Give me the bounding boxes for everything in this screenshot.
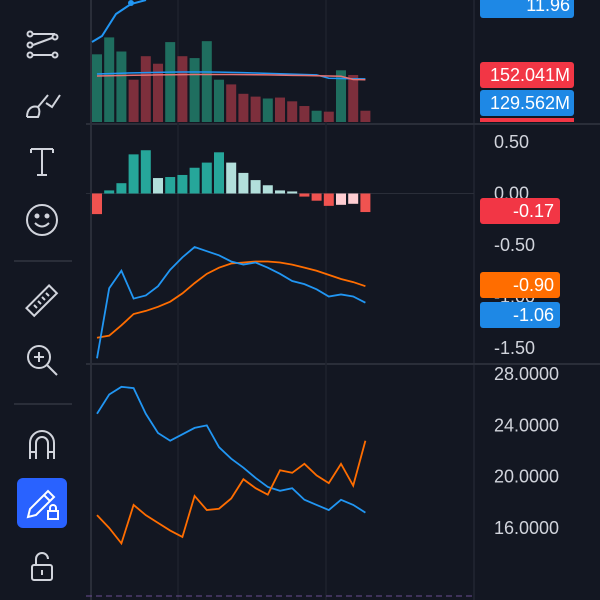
volume-bar — [348, 75, 359, 122]
ruler-icon — [25, 284, 59, 318]
toolbar-divider — [14, 260, 72, 262]
volume-bar — [189, 58, 200, 122]
histogram-bar — [140, 150, 151, 194]
magnet-icon — [29, 430, 55, 459]
price-line — [91, 0, 147, 43]
histogram-bar — [299, 193, 310, 197]
histogram-bar — [238, 172, 249, 194]
oscillator-axis-tick: 20.0000 — [494, 467, 559, 487]
histogram-value-tag-label: -0.17 — [513, 201, 554, 221]
volume-bar — [250, 96, 261, 122]
histogram-bar — [250, 180, 261, 194]
volume-bar — [311, 110, 322, 122]
volume-tag-edge — [480, 118, 574, 122]
volume-bar — [287, 101, 298, 122]
histogram-bar — [275, 190, 285, 194]
text-icon — [30, 148, 54, 176]
histogram-bar — [165, 177, 176, 194]
histogram-bar — [323, 193, 334, 206]
histogram-bar — [348, 193, 359, 204]
signal-line — [96, 260, 366, 339]
drawing-toolbar — [0, 0, 86, 600]
volume-bar — [238, 93, 249, 122]
volume-bar — [153, 63, 163, 122]
volume-tag-blue-label: 129.562M — [490, 93, 570, 113]
pencil-lock-icon — [26, 489, 59, 520]
price-tag — [480, 0, 574, 18]
volume-tag-red — [480, 62, 574, 88]
volume-bar — [116, 51, 127, 122]
volume-bar — [275, 97, 285, 122]
volume-bar — [360, 110, 371, 122]
histogram-bar — [189, 167, 200, 194]
histogram-bar — [177, 174, 188, 194]
macd-value-tag-label: -1.06 — [513, 305, 554, 325]
volume-bar — [262, 98, 273, 122]
signal-value-tag-label: -0.90 — [513, 275, 554, 295]
volume-bar — [165, 42, 176, 122]
lock-drawings-tool[interactable] — [17, 478, 67, 528]
histogram-bar — [104, 190, 115, 194]
price-marker — [128, 0, 134, 6]
histogram-value-tag — [480, 198, 560, 224]
lock-all-tool[interactable] — [17, 540, 67, 590]
magnet-tool[interactable] — [17, 418, 67, 468]
oscillator-axis-tick: 16.0000 — [494, 518, 559, 538]
volume-bar — [214, 79, 224, 122]
volume-bar — [177, 56, 188, 123]
histogram-bar — [287, 191, 298, 194]
oscillator-axis-tick: 28.0000 — [494, 364, 559, 384]
macd-line — [96, 246, 366, 359]
volume-tag-blue — [480, 90, 574, 116]
measure-tool[interactable] — [17, 276, 67, 326]
trend-lines-tool[interactable] — [17, 20, 67, 70]
histogram-bar — [311, 193, 322, 201]
macd-axis-tick: 0.50 — [494, 132, 529, 152]
histogram-bar — [153, 178, 163, 194]
text-tool[interactable] — [17, 136, 67, 186]
histogram-bar — [226, 162, 237, 194]
volume-bar — [336, 70, 346, 122]
histogram-bar — [336, 193, 346, 205]
volume-bar — [104, 37, 115, 122]
histogram-bar — [201, 162, 212, 194]
oscillator-blue-line — [96, 385, 366, 514]
volume-bar — [201, 41, 212, 122]
volume-bar — [128, 79, 139, 122]
volume-bar — [323, 111, 334, 122]
histogram-bar — [128, 154, 139, 194]
histogram-bar — [92, 193, 102, 215]
histogram-bar — [360, 193, 371, 213]
signal-value-tag — [480, 272, 560, 298]
volume-bar — [140, 56, 151, 123]
volume-tag-red-label: 152.041M — [490, 65, 570, 85]
histogram-bar — [214, 152, 224, 194]
zoom-in-icon — [27, 345, 58, 376]
volume-bar — [226, 84, 237, 122]
macd-axis-tick: -0.50 — [494, 235, 535, 255]
macd-value-tag — [480, 302, 560, 328]
macd-axis-tick: -1.50 — [494, 338, 535, 358]
unlock-icon — [31, 552, 53, 581]
brush-icon — [26, 94, 61, 118]
histogram-bar — [116, 183, 127, 194]
brush-tool[interactable] — [17, 78, 67, 128]
volume-ma-line — [96, 73, 366, 81]
toolbar-divider — [14, 403, 72, 405]
oscillator-orange-line — [96, 440, 367, 546]
price-tag-label: 11.96 — [526, 0, 570, 15]
trend-lines-icon — [26, 30, 59, 59]
zoom-tool[interactable] — [17, 335, 67, 385]
oscillator-axis-tick: 24.0000 — [494, 415, 559, 435]
chart-area[interactable]: 11.96152.041M129.562M0.500.00-0.50-1.00-… — [86, 0, 600, 600]
emoji-tool[interactable] — [17, 195, 67, 245]
histogram-bar — [262, 185, 273, 194]
smiley-icon — [26, 204, 58, 236]
volume-bar — [92, 54, 102, 122]
volume-bar — [299, 106, 310, 122]
